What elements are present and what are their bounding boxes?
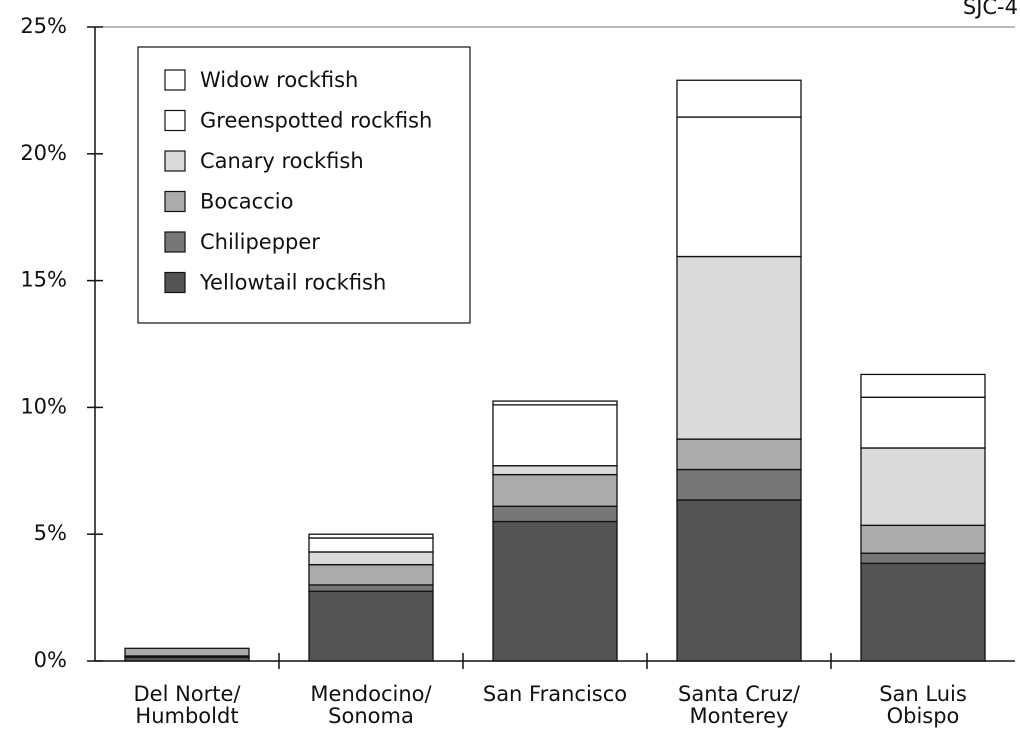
bar-segment xyxy=(860,524,986,554)
bar-segment xyxy=(492,520,618,662)
bar-segment xyxy=(676,499,802,662)
bar-segment xyxy=(308,537,434,553)
bar-segment xyxy=(676,79,802,118)
legend-label: Widow rockfish xyxy=(200,68,358,92)
x-tick-label: San Francisco xyxy=(482,682,628,706)
bar-segment xyxy=(676,255,802,440)
bar-segment xyxy=(676,438,802,471)
legend-swatch xyxy=(164,69,186,91)
bar-segment xyxy=(492,404,618,467)
legend-swatch xyxy=(164,109,186,132)
bar-segment xyxy=(308,563,434,586)
legend-label: Canary rockfish xyxy=(200,149,364,173)
bar-segment xyxy=(308,584,434,592)
x-tick-label: Santa Cruz/ Monterey xyxy=(678,682,800,728)
legend-box xyxy=(137,46,471,324)
y-tick-label: 5% xyxy=(34,521,67,545)
bar-segment xyxy=(492,400,618,406)
bar-segment xyxy=(492,465,618,476)
bar-segment xyxy=(308,551,434,566)
legend-label: Chilipepper xyxy=(200,230,320,254)
legend-swatch xyxy=(164,271,186,294)
bar-segment xyxy=(676,468,802,501)
y-tick-label: 15% xyxy=(20,268,67,292)
y-tick-label: 20% xyxy=(20,141,67,165)
x-tick-label: Mendocino/ Sonoma xyxy=(310,682,432,728)
legend-label: Yellowtail rockfish xyxy=(199,271,386,295)
annotation: SJC-4 xyxy=(963,0,1018,19)
bar-segment xyxy=(860,396,986,449)
bar-segment xyxy=(124,647,250,657)
bar-segment xyxy=(492,473,618,507)
y-tick-label: 10% xyxy=(20,394,67,418)
x-tick-label: Del Norte/ Humboldt xyxy=(133,682,241,728)
y-tick-label: 25% xyxy=(20,14,67,38)
y-tick-label: 0% xyxy=(34,648,67,672)
legend-swatch xyxy=(164,190,186,213)
bar-segment xyxy=(860,562,986,662)
legend-label: Greenspotted rockfish xyxy=(200,109,432,133)
bar-segment xyxy=(860,447,986,526)
x-tick-label: San Luis Obispo xyxy=(879,682,967,728)
legend-label: Bocaccio xyxy=(200,190,293,214)
bar-segment xyxy=(860,552,986,565)
bar-segment xyxy=(308,533,434,539)
bar-segment xyxy=(308,590,434,662)
legend-swatch xyxy=(164,231,186,253)
bar-segment xyxy=(860,373,986,398)
legend-swatch xyxy=(164,150,186,172)
bar-segment xyxy=(676,116,802,258)
bar-segment xyxy=(492,505,618,523)
